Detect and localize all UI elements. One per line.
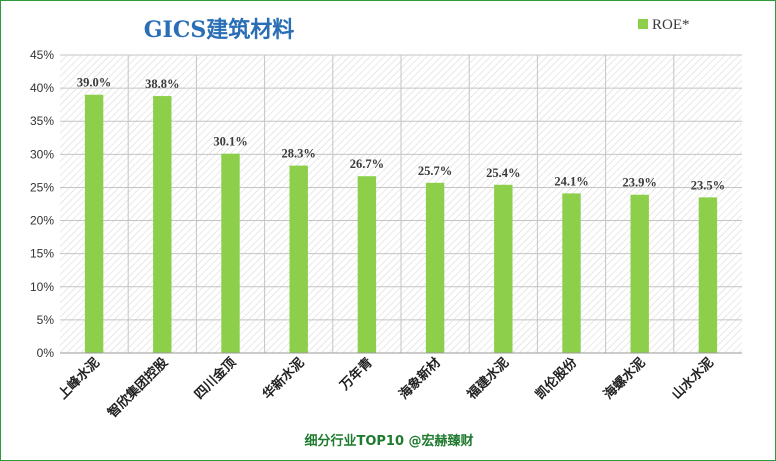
data-label: 26.7%: [350, 157, 384, 171]
x-tick-label: 万年青: [336, 355, 376, 395]
y-axis-ticks: 0% 5% 10% 15% 20% 25% 30% 35% 40% 45%: [30, 48, 54, 360]
data-label: 24.1%: [554, 174, 588, 188]
x-tick-label: 山水水泥: [669, 355, 717, 403]
data-label: 23.9%: [623, 176, 657, 190]
x-tick-label: 海象新材: [396, 355, 444, 403]
y-tick-label: 25%: [30, 180, 54, 194]
data-label: 28.3%: [282, 147, 316, 161]
bar-6: [425, 182, 445, 353]
x-tick-label: 华新水泥: [259, 355, 307, 403]
gridlines: [60, 54, 742, 353]
data-labels: 39.0% 38.8% 30.1% 28.3% 26.7% 25.7% 25.4% 24.1%…: [77, 76, 725, 193]
bar-9: [630, 194, 649, 353]
x-tick-label: 海螺水泥: [600, 355, 648, 403]
bar-2: [153, 96, 172, 354]
data-label: 25.7%: [418, 164, 452, 178]
bar-8: [562, 193, 581, 353]
data-label: 25.4%: [486, 166, 520, 180]
legend-swatch: [638, 19, 648, 29]
bar-3: [221, 153, 240, 353]
x-tick-label: 智欣集团控股: [105, 355, 171, 421]
bar-7: [494, 184, 513, 353]
bar-4: [289, 165, 308, 353]
legend: ROE*: [638, 17, 690, 33]
x-tick-label: 上峰水泥: [55, 355, 103, 403]
x-tick-label: 四川金顶: [191, 355, 239, 403]
chart-title: GICS建筑材料: [144, 17, 294, 43]
y-tick-label: 40%: [30, 81, 54, 95]
y-tick-label: 20%: [30, 214, 54, 228]
y-tick-label: 35%: [30, 114, 54, 128]
data-label: 38.8%: [145, 77, 179, 91]
bar-5: [357, 176, 377, 353]
bar-1: [84, 94, 104, 353]
data-label: 39.0%: [77, 76, 111, 90]
x-axis-ticks: 上峰水泥 智欣集团控股 四川金顶 华新水泥 万年青 海象新材 福建水泥 凯伦股份 海螺水泥 山水水…: [55, 354, 717, 421]
x-tick-label: 凯伦股份: [532, 354, 581, 403]
legend-label: ROE*: [652, 17, 690, 33]
y-tick-label: 45%: [30, 48, 54, 62]
bars: [84, 94, 718, 354]
y-tick-label: 15%: [30, 247, 54, 261]
footer-text: 细分行业TOP10 @宏赫臻财: [304, 433, 473, 449]
data-label: 23.5%: [691, 178, 725, 192]
y-tick-label: 5%: [37, 313, 55, 327]
y-tick-label: 30%: [30, 147, 54, 161]
bar-10: [698, 197, 718, 353]
data-label: 30.1%: [213, 135, 247, 149]
x-tick-label: 福建水泥: [463, 355, 512, 404]
y-tick-label: 10%: [30, 280, 54, 294]
y-tick-label: 0%: [37, 346, 55, 360]
